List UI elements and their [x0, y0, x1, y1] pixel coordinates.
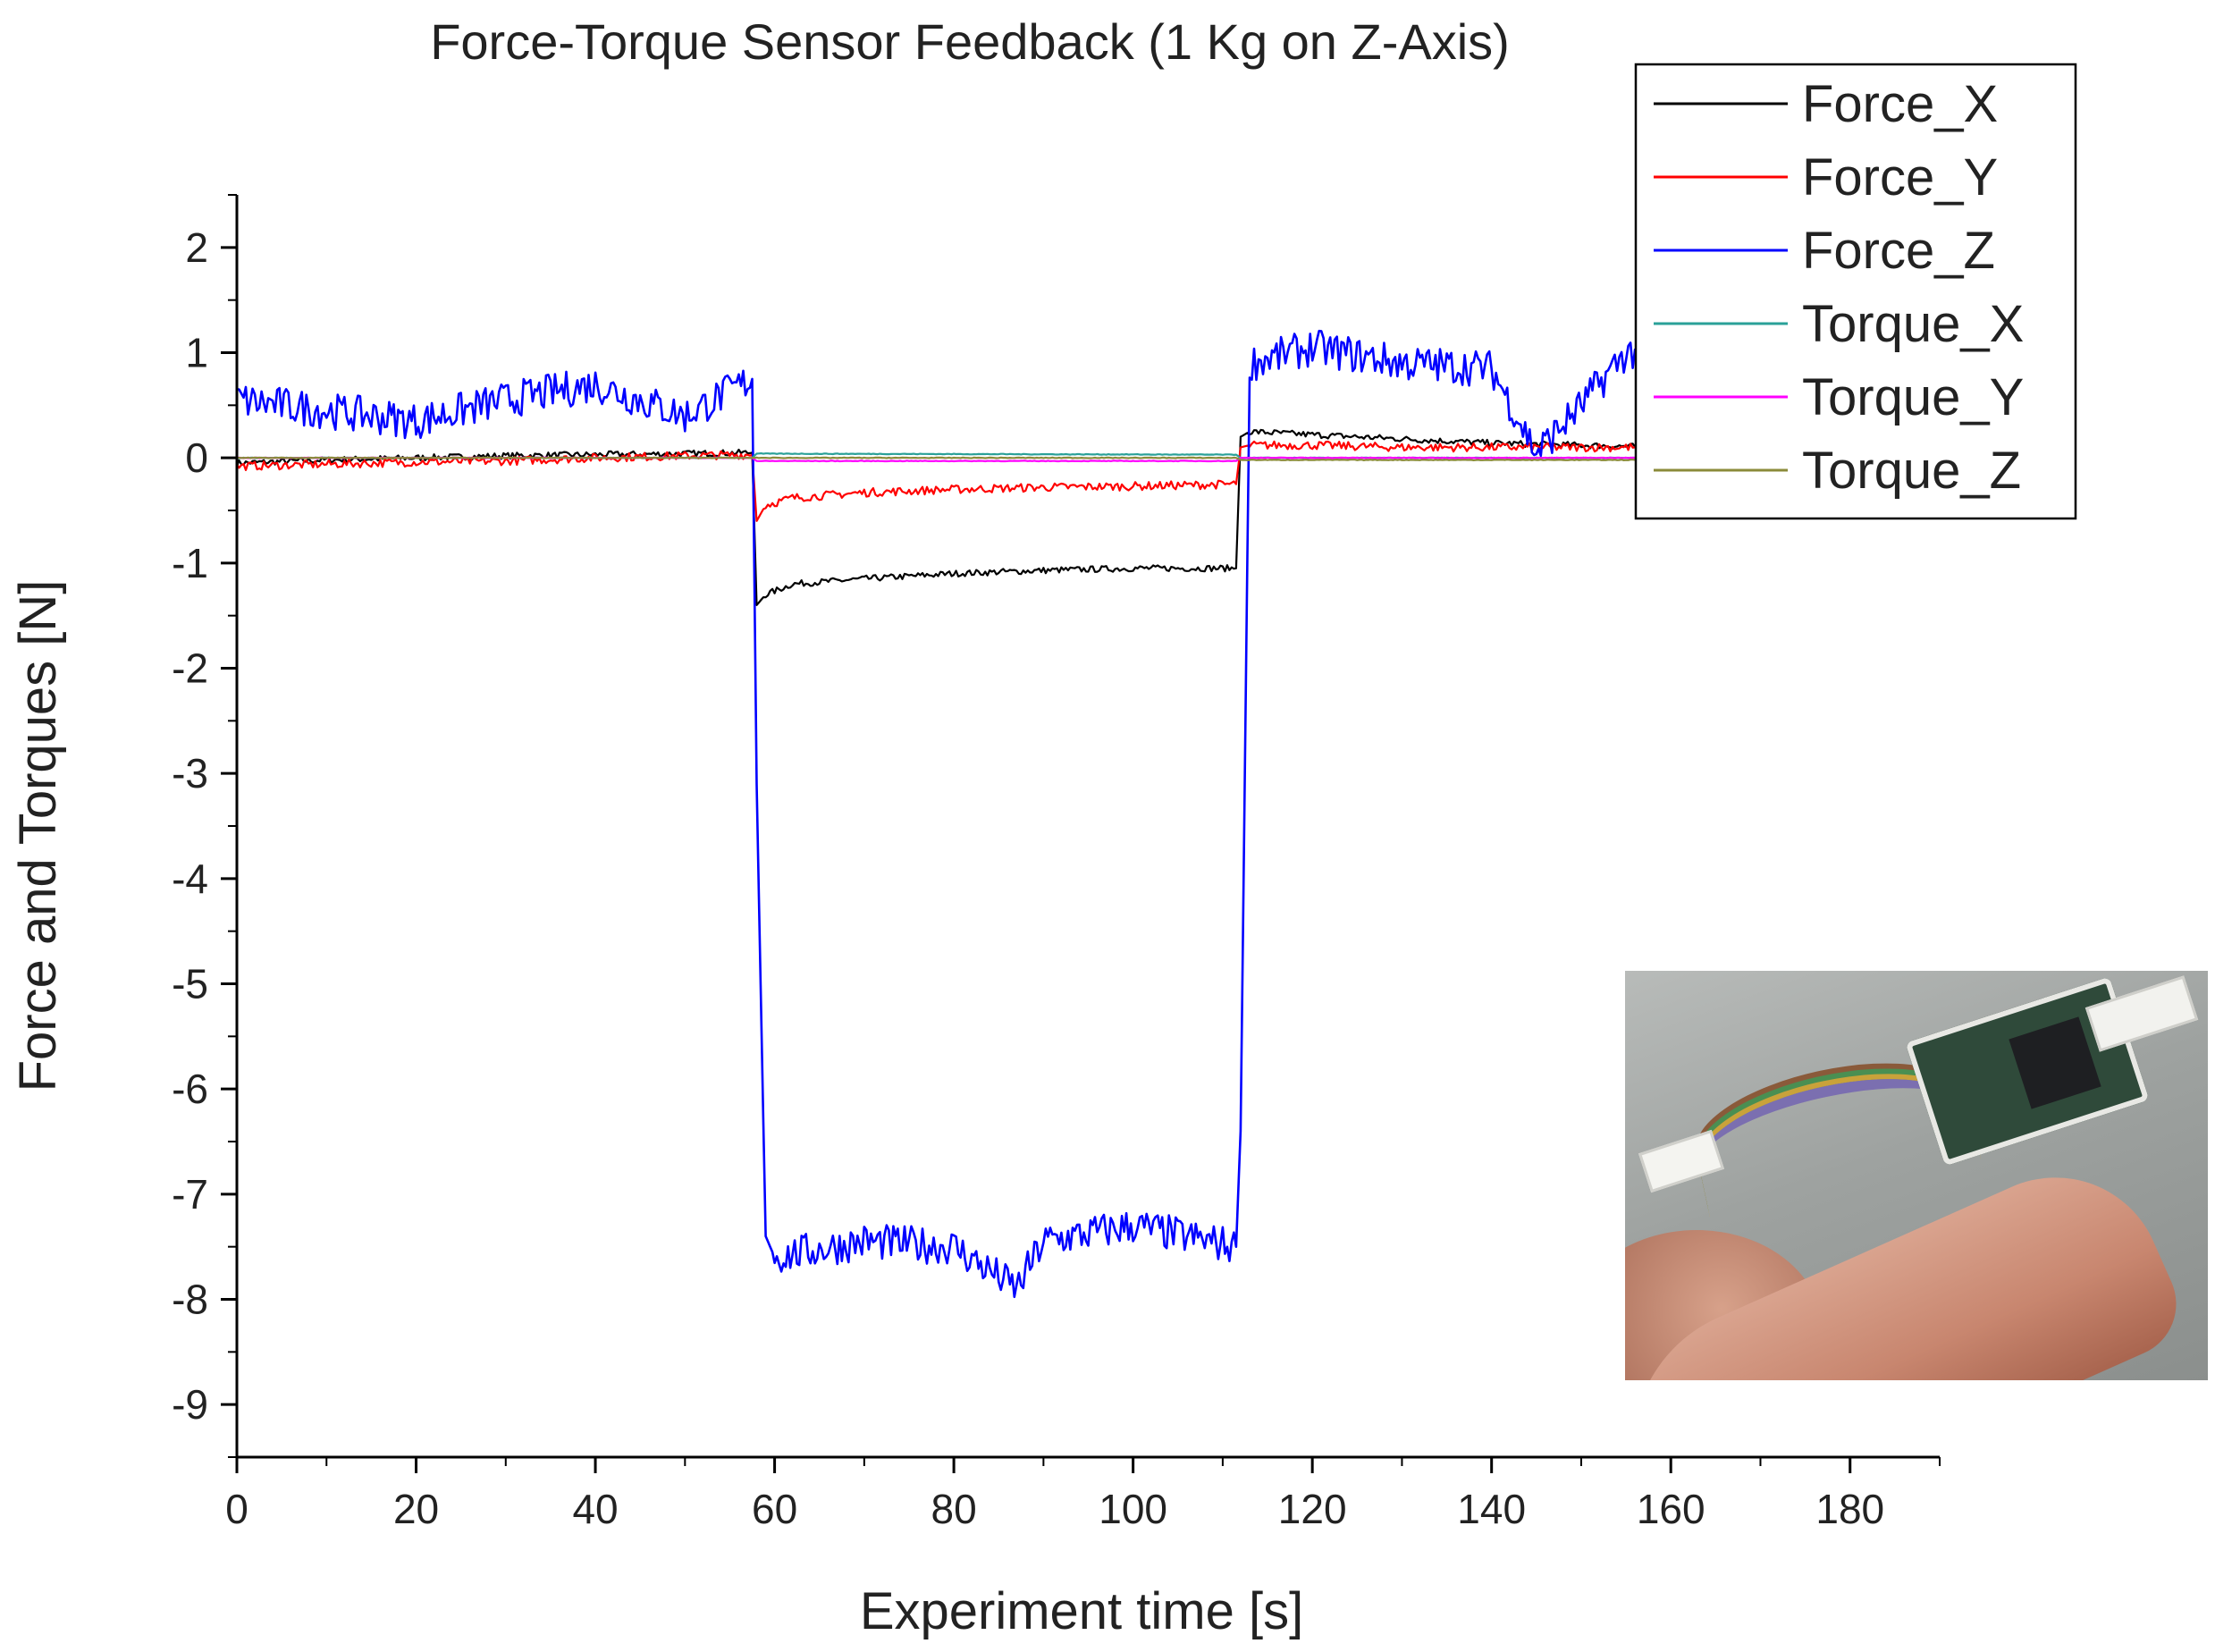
- plot-area: [235, 329, 1672, 1299]
- x-tick-label: 20: [393, 1486, 439, 1532]
- series-line-force_z: [236, 329, 1672, 1299]
- x-tick-label: 40: [572, 1486, 618, 1532]
- x-tick-label: 80: [931, 1486, 977, 1532]
- axes: 2 1 0 -1 -2 -3 -4 -5 -6 -7 -8 -9 0 20 40 60 80 100 120 140 1…: [172, 194, 1941, 1532]
- x-tick-label: 160: [1637, 1486, 1705, 1532]
- y-tick-label: -9: [172, 1381, 208, 1428]
- series-line-force_x: [235, 428, 1672, 607]
- legend-label: Force_Z: [1802, 222, 1995, 280]
- x-axis-label: Experiment time [s]: [860, 1582, 1303, 1640]
- y-tick-label: 2: [185, 224, 208, 271]
- legend-label: Torque_Y: [1802, 368, 2024, 426]
- x-tick-label: 140: [1457, 1486, 1526, 1532]
- x-tick-label: 180: [1815, 1486, 1884, 1532]
- x-tick-label: 100: [1099, 1486, 1167, 1532]
- y-tick-label: -5: [172, 961, 208, 1007]
- x-tick-label: 60: [752, 1486, 797, 1532]
- y-tick-label: -4: [172, 856, 208, 902]
- series-line-force_y: [236, 440, 1672, 522]
- y-tick-label: -6: [172, 1066, 208, 1112]
- y-tick-label: 0: [185, 434, 208, 481]
- x-tick-label: 120: [1278, 1486, 1347, 1532]
- legend-box: [1634, 63, 2077, 520]
- y-tick-label: 1: [185, 330, 208, 376]
- y-tick-label: -2: [172, 645, 208, 692]
- sensor-photo: [1625, 971, 2208, 1380]
- chart-title: Force-Torque Sensor Feedback (1 Kg on Z-…: [430, 13, 1510, 70]
- legend-label: Torque_X: [1802, 295, 2024, 353]
- y-tick-label: -7: [172, 1171, 208, 1218]
- y-axis-label: Force and Torques [N]: [9, 580, 67, 1092]
- series-line-torque_z: [236, 456, 1672, 462]
- legend: Force_X Force_Y Force_Z Torque_X Torque_Y Tor…: [1634, 63, 2077, 520]
- legend-label: Force_Y: [1802, 148, 1998, 206]
- x-tick-label: 0: [225, 1486, 248, 1532]
- legend-label: Force_X: [1802, 75, 1998, 133]
- y-tick-label: -8: [172, 1277, 208, 1323]
- y-tick-label: -1: [172, 540, 208, 586]
- legend-label: Torque_Z: [1802, 442, 2021, 500]
- y-tick-label: -3: [172, 750, 208, 796]
